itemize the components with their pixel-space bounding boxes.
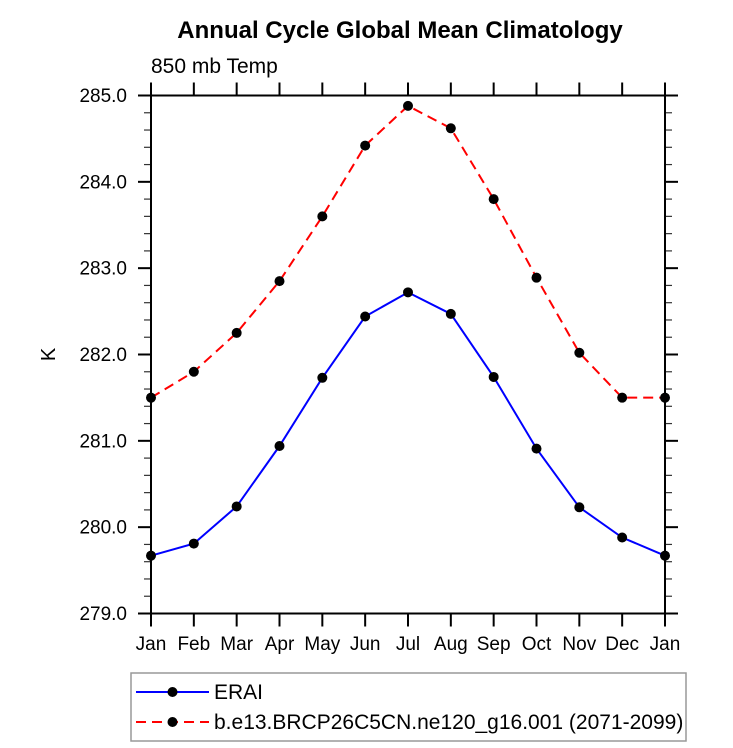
data-point-marker — [660, 392, 670, 403]
x-axis-month-label: Mar — [220, 634, 253, 655]
y-axis-unit-label: K — [38, 347, 60, 361]
data-point-marker — [146, 550, 156, 561]
data-point-marker — [531, 443, 542, 454]
series-line-erai — [150, 291, 666, 557]
data-point-marker — [403, 100, 413, 111]
x-axis-month-label: Sep — [477, 634, 511, 655]
x-axis-month-label: May — [304, 634, 340, 655]
y-axis-tick-label: 280.0 — [79, 518, 127, 539]
y-axis-tick-label: 283.0 — [79, 259, 127, 280]
data-point-marker — [660, 550, 670, 561]
x-axis-month-label: Jan — [136, 634, 167, 655]
legend-marker-sample — [167, 717, 178, 727]
y-axis-tick-label: 284.0 — [79, 172, 127, 193]
data-point-marker — [317, 211, 328, 222]
data-point-marker — [403, 287, 413, 298]
data-point-marker — [188, 366, 199, 377]
data-point-marker — [574, 502, 585, 513]
x-axis-month-label: Feb — [177, 634, 210, 655]
data-point-marker — [317, 372, 328, 383]
x-axis-month-label: Oct — [522, 634, 552, 655]
plot-frame — [150, 94, 666, 615]
y-axis-tick-label: 281.0 — [79, 431, 127, 452]
data-point-marker — [188, 538, 199, 549]
chart-subtitle: 850 mb Temp — [151, 55, 278, 78]
x-axis-month-label: Nov — [562, 634, 596, 655]
x-axis-month-label: Jan — [650, 634, 681, 655]
data-point-marker — [488, 371, 499, 382]
data-point-marker — [360, 311, 371, 322]
data-point-marker — [445, 123, 456, 134]
x-axis-month-label: Dec — [605, 634, 639, 655]
legend-label: ERAI — [214, 681, 263, 704]
data-point-marker — [274, 276, 285, 287]
legend-box — [130, 672, 687, 742]
data-point-marker — [231, 327, 242, 338]
data-point-marker — [445, 308, 456, 319]
data-point-marker — [146, 392, 156, 403]
x-axis-month-label: Aug — [434, 634, 468, 655]
data-point-marker — [231, 501, 242, 512]
data-point-marker — [617, 392, 628, 403]
x-axis-month-label: Jul — [396, 634, 420, 655]
data-point-marker — [360, 140, 371, 151]
data-point-marker — [488, 194, 499, 205]
y-axis-tick-label: 285.0 — [79, 86, 127, 107]
x-axis-month-label: Jun — [350, 634, 381, 655]
y-axis-tick-label: 279.0 — [79, 604, 127, 625]
data-point-marker — [574, 347, 585, 358]
x-axis-month-label: Apr — [265, 634, 295, 655]
y-axis-tick-label: 282.0 — [79, 345, 127, 366]
legend-marker-sample — [167, 687, 178, 697]
data-point-marker — [531, 272, 542, 283]
chart-title: Annual Cycle Global Mean Climatology — [177, 17, 623, 44]
legend-label: b.e13.BRCP26C5CN.ne120_g16.001 (2071-209… — [214, 711, 683, 734]
data-point-marker — [274, 441, 285, 452]
data-point-marker — [617, 532, 628, 543]
series-line-model — [150, 104, 665, 399]
